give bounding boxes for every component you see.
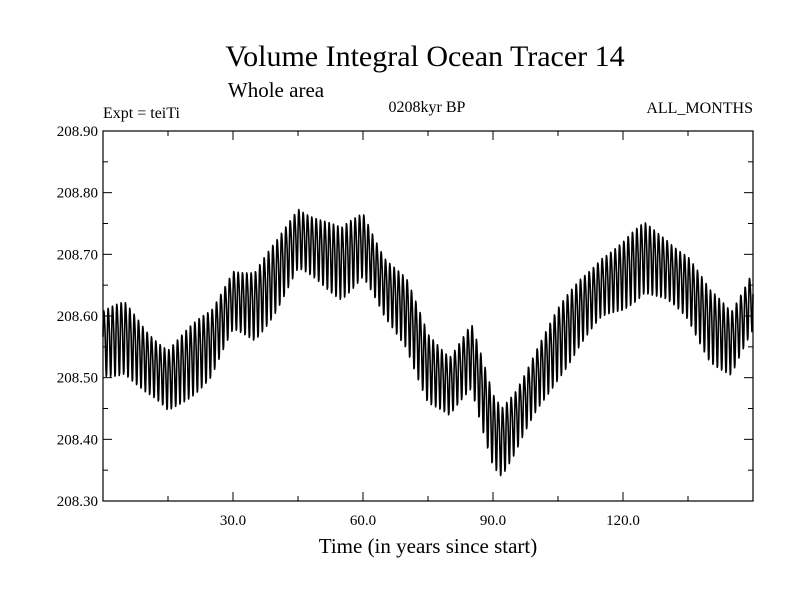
series-line	[102, 208, 754, 477]
x-axis-label: Time (in years since start)	[319, 534, 538, 558]
y-tick-label: 208.30	[57, 494, 98, 510]
y-tick-label: 208.60	[57, 309, 98, 325]
plot-area: 208.30 208.40 208.50 208.60 208.70 208.80 208.…	[57, 124, 754, 529]
y-tick-label: 208.70	[57, 247, 98, 263]
experiment-label: Expt = teiTi	[103, 105, 180, 122]
y-tick-label: 208.50	[57, 371, 98, 387]
plot-frame	[102, 130, 754, 502]
months-label: ALL_MONTHS	[646, 100, 753, 117]
x-tick-label: 30.0	[220, 513, 246, 529]
chart-subtitle: Whole area	[228, 78, 325, 102]
y-tick-label: 208.90	[57, 124, 98, 140]
x-tick-label: 60.0	[350, 513, 376, 529]
axis-ticks	[103, 130, 753, 502]
x-tick-label: 120.0	[606, 513, 640, 529]
y-tick-labels: 208.30 208.40 208.50 208.60 208.70 208.80 208.…	[57, 124, 98, 510]
x-tick-labels: 30.0 60.0 90.0 120.0	[220, 513, 640, 529]
period-label: 0208kyr BP	[389, 99, 466, 116]
y-tick-label: 208.40	[57, 432, 98, 448]
y-tick-label: 208.80	[57, 186, 98, 202]
x-tick-label: 90.0	[480, 513, 506, 529]
chart-title: Volume Integral Ocean Tracer 14	[225, 40, 624, 73]
